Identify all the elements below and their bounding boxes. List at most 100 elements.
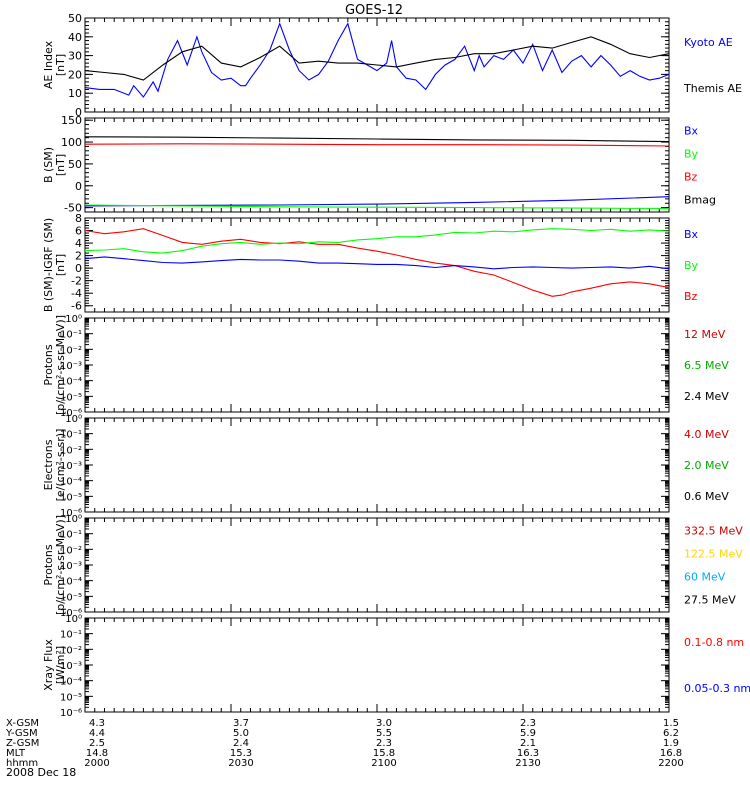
y-tick-label: 150: [61, 114, 82, 127]
y-tick-label: 10⁰: [65, 314, 82, 325]
legend-entry: Kyoto AE: [684, 36, 733, 49]
y-tick-label: 100: [61, 136, 82, 149]
ephemeris-value: 16.8: [660, 748, 682, 759]
legend-entry: Themis AE: [683, 82, 742, 95]
y-axis-label: AE Index: [42, 40, 55, 89]
y-axis-label: B (SM): [42, 147, 55, 183]
y-tick-label: 10⁻⁵: [60, 492, 82, 503]
legend-entry: 60 MeV: [684, 571, 726, 584]
y-axis-unit: [W/m²]: [54, 646, 67, 684]
y-tick-label: 10⁻³: [60, 561, 82, 572]
ephemeris-value: 5.9: [520, 728, 536, 739]
ephemeris-row-label: Y-GSM: [5, 728, 38, 739]
plot-frame: [84, 617, 670, 713]
legend-entry: 0.6 MeV: [684, 490, 729, 503]
ephemeris-value: 15.3: [230, 748, 252, 759]
y-tick-label: 10⁻²: [60, 445, 82, 456]
y-tick-label: -2: [71, 275, 82, 288]
y-tick-label: 10⁻⁶: [60, 508, 82, 519]
series-line-by: [84, 228, 670, 254]
series-line-bx: [84, 256, 670, 270]
legend-entry: Bx: [684, 125, 699, 138]
date-label: 2008 Dec 18: [6, 766, 76, 779]
y-tick-label: 10⁻⁴: [60, 477, 82, 488]
y-tick-label: -4: [71, 287, 82, 300]
series-line-themis-ae: [84, 36, 670, 81]
y-axis-unit: [nT]: [54, 54, 67, 76]
panel-2: -50 0 50 100 150 B (SM) [nT] Bx By Bz Bmag: [42, 114, 716, 214]
legend-entry: 6.5 MeV: [684, 359, 729, 372]
y-tick-label: 0: [75, 262, 82, 275]
ephemeris-value: 6.2: [663, 728, 679, 739]
ephemeris-value: 15.8: [373, 748, 395, 759]
y-tick-label: 10⁻²: [60, 345, 82, 356]
ephemeris-value: 2.4: [233, 738, 249, 749]
y-tick-label: 2: [75, 250, 82, 263]
y-tick-label: 20: [68, 68, 82, 81]
y-tick-label: 4: [75, 237, 82, 250]
y-tick-label: -50: [64, 202, 82, 215]
y-tick-label: 30: [68, 50, 82, 63]
y-tick-label: 10⁻¹: [60, 430, 82, 441]
y-tick-label: 10⁻⁵: [60, 392, 82, 403]
legend-entry: By: [684, 259, 699, 272]
panel-5: 10⁰ 10⁻¹ 10⁻² 10⁻³ 10⁻⁴ 10⁻⁵ 10⁻⁶ Electrons [e/(…: [42, 414, 729, 519]
y-axis-label: B (SM)-IGRF (SM): [42, 218, 55, 312]
ephemeris-value: 2.5: [89, 738, 105, 749]
ephemeris-value: 2200: [658, 758, 683, 769]
series-line-bx: [84, 196, 670, 207]
ephemeris-row-label: hhmm: [6, 758, 38, 769]
y-tick-label: 10⁻¹: [60, 630, 82, 641]
legend-entry: 27.5 MeV: [684, 594, 736, 607]
y-tick-label: -6: [71, 300, 82, 313]
legend-entry: Bz: [684, 290, 698, 303]
y-axis-unit: [p/(cm²-s-sr-MeV)]: [54, 315, 67, 415]
y-tick-label: 10⁰: [65, 414, 82, 425]
ephemeris-value: 5.0: [233, 728, 249, 739]
plot-frame: [84, 117, 670, 213]
figure-title: GOES-12: [345, 3, 403, 18]
y-tick-label: 50: [68, 158, 82, 171]
ephemeris-value: 4.3: [89, 718, 105, 729]
y-tick-label: 10⁻⁴: [60, 577, 82, 588]
ephemeris-value: 2000: [84, 758, 109, 769]
ephemeris-row-label: MLT: [6, 748, 26, 759]
y-axis-unit: [p/(cm²-s-sr-MeV)]: [54, 515, 67, 615]
ephemeris-row-label: X-GSM: [6, 718, 39, 729]
series-line-by: [84, 204, 670, 210]
ephemeris-value: 14.8: [86, 748, 108, 759]
y-tick-label: 0: [75, 106, 82, 119]
y-axis-label: Electrons: [42, 439, 55, 490]
ephemeris-value: 3.7: [233, 718, 249, 729]
y-axis-unit: [nT]: [54, 254, 67, 276]
legend-entry: 2.0 MeV: [684, 459, 729, 472]
ephemeris-value: 2030: [228, 758, 253, 769]
y-tick-label: 10⁻⁵: [60, 592, 82, 603]
legend-entry: 0.1-0.8 nm: [684, 636, 744, 649]
y-tick-label: 10⁻⁶: [60, 708, 82, 719]
series-line-kyoto-ae: [84, 22, 670, 98]
ephemeris-value: 2.1: [520, 738, 536, 749]
plot-frame: [84, 517, 670, 613]
ephemeris-value: 4.4: [89, 728, 105, 739]
ephemeris-row-label: Z-GSM: [6, 738, 39, 749]
y-tick-label: 10⁰: [65, 514, 82, 525]
ephemeris-value: 1.9: [663, 738, 679, 749]
y-tick-label: 10⁻¹: [60, 330, 82, 341]
legend-entry: 122.5 MeV: [684, 548, 743, 561]
legend-entry: Bmag: [684, 194, 716, 207]
y-tick-label: 10⁻⁴: [60, 377, 82, 388]
y-tick-label: 10: [68, 87, 82, 100]
ephemeris-value: 2130: [515, 758, 540, 769]
series-line-bz: [84, 143, 670, 147]
plot-frame: [84, 217, 670, 313]
ephemeris-value: 5.5: [376, 728, 392, 739]
y-tick-label: 10⁻¹: [60, 530, 82, 541]
y-tick-label: 10⁰: [65, 614, 82, 625]
y-axis-unit: [e/(cm²-s-sr)]: [54, 429, 67, 502]
y-tick-label: 8: [75, 212, 82, 225]
panel-6: 10⁰ 10⁻¹ 10⁻² 10⁻³ 10⁻⁴ 10⁻⁵ 10⁻⁶ Protons [p/(cm…: [42, 514, 743, 619]
